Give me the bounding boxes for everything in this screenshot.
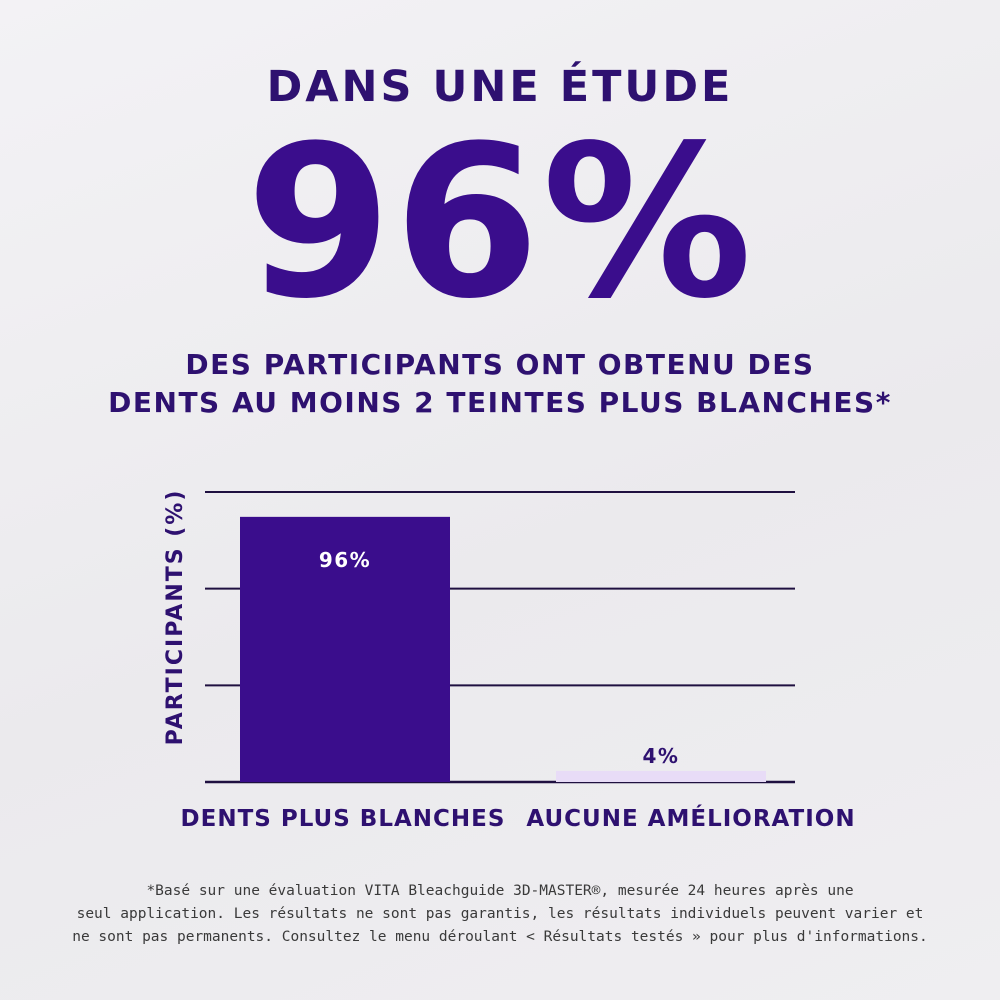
- top-title: DANS UNE ÉTUDE: [266, 62, 734, 112]
- bar-1: [556, 770, 766, 782]
- category-label-1: AUCUNE AMÉLIORATION: [526, 804, 855, 832]
- bar-chart: 96% DENTS PLUS BLANCHES 4% AUCUNE AMÉLIORAT…: [0, 470, 1000, 850]
- data-label-0: 96%: [319, 548, 371, 572]
- subtitle: DES PARTICIPANTS ONT OBTENU DES DENTS AU…: [0, 346, 1000, 422]
- bar-chart-svg: 96% DENTS PLUS BLANCHES 4% AUCUNE AMÉLIORAT…: [163, 489, 855, 832]
- data-label-1: 4%: [643, 744, 680, 768]
- category-label-0: DENTS PLUS BLANCHES: [181, 806, 506, 832]
- subtitle-line-2: DENTS AU MOINS 2 TEINTES PLUS BLANCHES*: [108, 386, 892, 419]
- y-axis-label: PARTICIPANTS (%): [163, 489, 188, 746]
- subtitle-line-1: DES PARTICIPANTS ONT OBTENU DES: [185, 348, 815, 381]
- footnote-line-2: seul application. Les résultats ne sont …: [76, 906, 924, 922]
- footnote-line-1: *Basé sur une évaluation VITA Bleachguid…: [146, 883, 854, 899]
- big-stat: 96%: [245, 100, 755, 345]
- footnote-line-3: ne sont pas permanents. Consultez le men…: [72, 929, 928, 945]
- bar-0: [240, 516, 450, 782]
- footnote: *Basé sur une évaluation VITA Bleachguid…: [60, 880, 940, 949]
